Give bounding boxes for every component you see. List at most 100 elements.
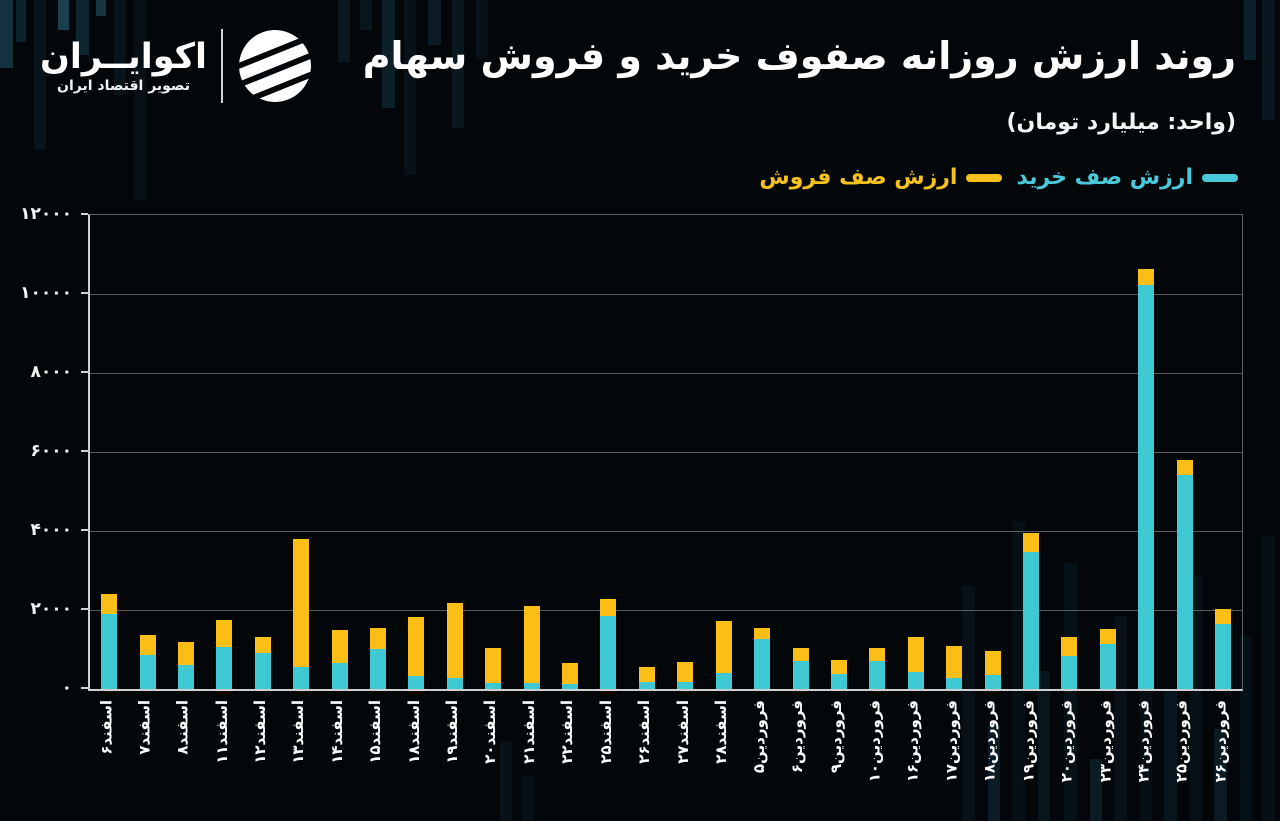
x-axis-label: فروردین۱۹	[1018, 700, 1037, 783]
legend-label: ارزش صف فروش	[759, 165, 958, 190]
x-axis-slot: اسفند۲۵	[587, 692, 625, 818]
bar-segment-sell	[178, 641, 195, 665]
y-axis-tick	[81, 213, 88, 215]
bar-series-container	[90, 215, 1242, 689]
x-axis-slot: اسفند۱۹	[434, 692, 472, 818]
bar-segment-sell	[1061, 637, 1078, 656]
x-axis-slot: اسفند۶	[88, 692, 126, 818]
x-axis-label: فروردین۲۶	[1210, 700, 1229, 783]
bar-group	[331, 629, 348, 689]
x-axis-label: اسفند۱۸	[404, 700, 423, 764]
x-axis-label: اسفند۷	[135, 700, 154, 755]
bar-slot	[90, 215, 128, 689]
bar-segment-sell	[677, 662, 694, 683]
x-axis-label: اسفند۲۵	[596, 700, 615, 764]
x-axis-slot: اسفند۲۸	[703, 692, 741, 818]
x-axis-label: فروردین۱۰	[865, 700, 884, 783]
y-axis-label: ۶۰۰۰	[30, 441, 72, 461]
bar-segment-sell	[523, 606, 540, 684]
x-axis-slot: اسفند۱۴	[318, 692, 356, 818]
bar-group	[408, 616, 425, 689]
x-axis-slot: اسفند۱۳	[280, 692, 318, 818]
gridline	[90, 531, 1242, 532]
bar-slot	[320, 215, 358, 689]
x-axis-slot: اسفند۸	[165, 692, 203, 818]
bar-slot	[1165, 215, 1203, 689]
bar-segment-buy	[523, 683, 540, 689]
x-axis-label: فروردین۱۷	[942, 700, 961, 783]
x-axis-label: فروردین۲۴	[1134, 700, 1153, 783]
bar-slot	[436, 215, 474, 689]
bar-slot	[935, 215, 973, 689]
bar-segment-sell	[101, 593, 118, 614]
bar-segment-sell	[754, 628, 771, 639]
bar-group	[1099, 628, 1116, 689]
legend-swatch-buy	[1202, 173, 1238, 182]
bar-segment-buy	[869, 660, 886, 689]
legend-item: ارزش صف فروش	[759, 165, 1003, 190]
y-axis-label: ۲۰۰۰	[30, 599, 72, 619]
bar-segment-sell	[331, 629, 348, 663]
bar-segment-sell	[216, 619, 233, 647]
y-axis-label: ۱۰۰۰۰	[20, 283, 72, 303]
bar-segment-buy	[754, 638, 771, 689]
bar-segment-sell	[293, 539, 310, 667]
x-axis-slot: اسفند۲۰	[472, 692, 510, 818]
y-axis-tick	[81, 608, 88, 610]
bar-segment-buy	[562, 683, 579, 689]
y-axis-tick	[81, 292, 88, 294]
x-axis-slot: اسفند۷	[126, 692, 164, 818]
x-axis-slot: اسفند۱۸	[395, 692, 433, 818]
x-axis-slot: اسفند۱۲	[242, 692, 280, 818]
bar-segment-sell	[446, 602, 463, 678]
bar-segment-buy	[715, 673, 732, 689]
bar-segment-buy	[370, 649, 387, 689]
brand-block: اکوایــران تصویر اقتصاد ایران	[40, 28, 313, 104]
bar-group	[754, 628, 771, 689]
bar-group	[830, 659, 847, 689]
x-axis-label: فروردین۲۵	[1172, 700, 1191, 783]
bar-segment-sell	[1022, 533, 1039, 552]
x-axis-label: اسفند۱۳	[289, 700, 308, 764]
bar-segment-sell	[370, 627, 387, 650]
x-axis-slot: فروردین۵	[741, 692, 779, 818]
bar-group	[1061, 637, 1078, 689]
x-axis-label: فروردین۵	[750, 700, 769, 774]
x-axis-label: اسفند۱۴	[327, 700, 346, 764]
bar-segment-buy	[792, 660, 809, 689]
gridline	[90, 452, 1242, 453]
bar-segment-sell	[830, 659, 847, 674]
legend-swatch-sell	[966, 173, 1003, 182]
y-axis-tick	[81, 371, 88, 373]
bar-segment-sell	[792, 647, 809, 661]
x-axis-label: اسفند۱۲	[250, 700, 269, 764]
x-axis-label: اسفند۶	[97, 700, 116, 755]
bar-slot	[282, 215, 320, 689]
bar-segment-buy	[946, 677, 963, 689]
bar-segment-buy	[600, 615, 617, 689]
bar-group	[523, 606, 540, 689]
y-axis-tick	[81, 450, 88, 452]
x-axis-slot: فروردین۲۴	[1125, 692, 1163, 818]
x-axis-label: فروردین۶	[788, 700, 807, 774]
x-axis-slot: فروردین۱۷	[933, 692, 971, 818]
bar-slot	[474, 215, 512, 689]
bar-segment-buy	[216, 646, 233, 689]
bar-slot	[205, 215, 243, 689]
x-axis-label: فروردین۱۶	[903, 700, 922, 783]
bar-segment-buy	[1214, 623, 1231, 689]
bar-segment-sell	[139, 634, 156, 656]
legend-item: ارزش صف خرید	[1016, 165, 1238, 190]
x-axis-label: اسفند۲۲	[558, 700, 577, 764]
bar-slot	[128, 215, 166, 689]
bar-segment-buy	[485, 683, 502, 689]
bar-segment-buy	[1138, 284, 1155, 689]
bar-segment-buy	[1176, 474, 1193, 689]
bar-slot	[1012, 215, 1050, 689]
x-axis-slot: اسفند۲۷	[664, 692, 702, 818]
y-axis-tick	[81, 687, 88, 689]
x-axis-slot: فروردین۲۳	[1087, 692, 1125, 818]
bar-slot	[167, 215, 205, 689]
bar-group	[485, 647, 502, 689]
bar-slot	[743, 215, 781, 689]
